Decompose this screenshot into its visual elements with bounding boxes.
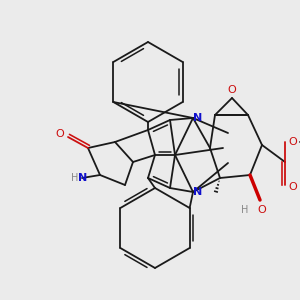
Text: O: O bbox=[56, 129, 64, 139]
Text: N: N bbox=[78, 173, 88, 183]
Text: O: O bbox=[289, 137, 297, 147]
Text: N: N bbox=[194, 187, 202, 197]
Text: H: H bbox=[241, 205, 249, 215]
Text: O: O bbox=[228, 85, 236, 95]
Text: H: H bbox=[71, 173, 79, 183]
Text: O: O bbox=[258, 205, 266, 215]
Text: N: N bbox=[194, 113, 202, 123]
Text: O: O bbox=[289, 182, 297, 192]
